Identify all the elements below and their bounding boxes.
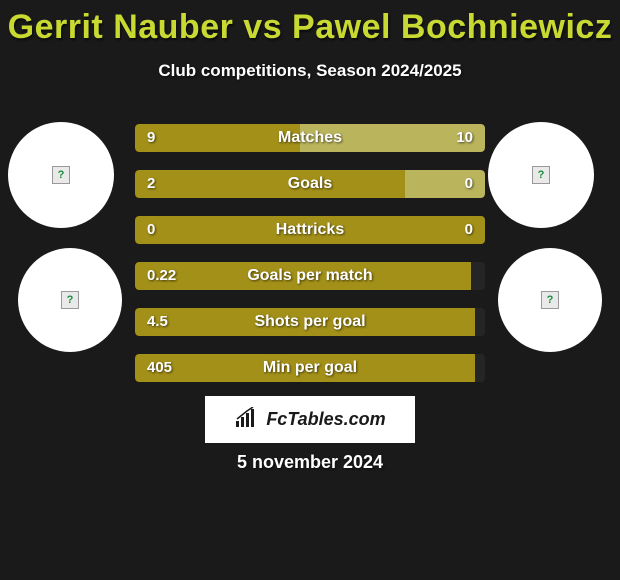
- image-placeholder-icon: ?: [52, 166, 70, 184]
- stat-row: 0.22Goals per match: [135, 262, 485, 290]
- stat-left-value: 0: [147, 216, 155, 244]
- stat-row: 4.5Shots per goal: [135, 308, 485, 336]
- image-placeholder-icon: ?: [532, 166, 550, 184]
- stat-row: 910Matches: [135, 124, 485, 152]
- image-placeholder-icon: ?: [541, 291, 559, 309]
- date-label: 5 november 2024: [0, 452, 620, 473]
- bar-left-segment: [135, 354, 475, 382]
- subtitle: Club competitions, Season 2024/2025: [0, 61, 620, 81]
- image-placeholder-icon: ?: [61, 291, 79, 309]
- stat-right-value: 0: [465, 216, 473, 244]
- stat-row: 405Min per goal: [135, 354, 485, 382]
- player2-avatar: ?: [488, 122, 594, 228]
- bar-left-segment: [135, 308, 475, 336]
- stat-left-value: 0.22: [147, 262, 176, 290]
- logo-text: FcTables.com: [266, 409, 385, 430]
- stat-row: 20Goals: [135, 170, 485, 198]
- site-logo: FcTables.com: [205, 396, 415, 443]
- bar-left-segment: [135, 262, 471, 290]
- bar-left-segment: [135, 124, 300, 152]
- stat-left-value: 9: [147, 124, 155, 152]
- stats-bars: 910Matches20Goals00Hattricks0.22Goals pe…: [135, 124, 485, 400]
- stat-left-value: 405: [147, 354, 172, 382]
- stat-row: 00Hattricks: [135, 216, 485, 244]
- chart-icon: [234, 407, 260, 433]
- stat-left-value: 2: [147, 170, 155, 198]
- player1-avatar: ?: [8, 122, 114, 228]
- stat-left-value: 4.5: [147, 308, 168, 336]
- bar-left-segment: [135, 170, 405, 198]
- stat-right-value: 10: [456, 124, 473, 152]
- team2-logo: ?: [498, 248, 602, 352]
- bar-left-segment: [135, 216, 485, 244]
- team1-logo: ?: [18, 248, 122, 352]
- page-title: Gerrit Nauber vs Pawel Bochniewicz: [0, 0, 620, 47]
- stat-right-value: 0: [465, 170, 473, 198]
